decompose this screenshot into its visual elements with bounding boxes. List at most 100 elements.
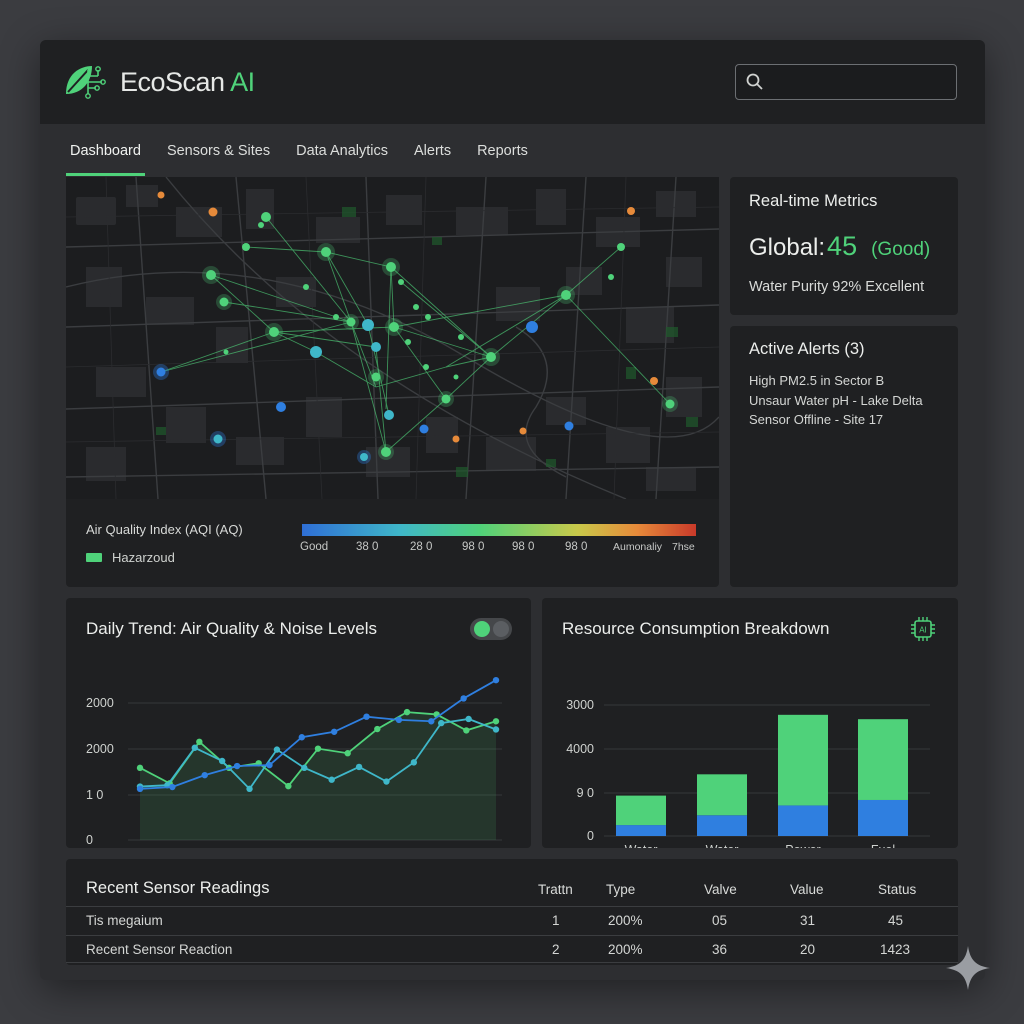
sparkle-icon[interactable] xyxy=(944,944,992,992)
scale-label: 38 0 xyxy=(356,541,379,553)
data-point xyxy=(314,745,322,752)
area-fill xyxy=(140,712,496,840)
data-point xyxy=(403,708,411,716)
bar-segment xyxy=(697,815,747,836)
y-tick-label: 2000 xyxy=(86,742,114,756)
column-header[interactable]: Type xyxy=(606,882,636,897)
search-icon xyxy=(746,73,764,96)
recent-readings-panel: Recent Sensor Readings Trattn Type Valve… xyxy=(66,859,958,965)
bar-segment xyxy=(616,795,666,826)
table-row[interactable]: Tis megaium 1 200% 05 31 45 xyxy=(66,906,958,934)
y-tick-label: 2000 xyxy=(86,696,114,710)
sensor-map[interactable] xyxy=(66,177,719,499)
data-point xyxy=(328,776,335,783)
svg-text:AI: AI xyxy=(919,626,927,635)
data-point xyxy=(266,761,273,769)
app-name: EcoScan AI xyxy=(120,66,255,97)
tab-reports[interactable]: Reports xyxy=(477,143,528,159)
data-point xyxy=(428,718,435,725)
map-panel: Air Quality Index (AQI (AQ) Hazarzoud Go… xyxy=(66,177,719,587)
x-tick-label: Power xyxy=(785,843,820,848)
data-point xyxy=(191,744,198,751)
table-cell: 1 xyxy=(552,913,560,928)
top-bar: EcoScan AI xyxy=(40,40,985,124)
scale-label: Good xyxy=(300,541,329,553)
table-cell: 200% xyxy=(608,942,643,957)
data-point xyxy=(438,719,445,727)
data-point xyxy=(492,718,500,725)
data-point xyxy=(492,676,500,684)
data-point xyxy=(196,738,203,746)
trend-toggle[interactable] xyxy=(470,618,512,640)
bar-segment xyxy=(778,805,828,836)
data-point xyxy=(410,759,418,766)
data-point xyxy=(298,734,306,741)
trend-chart-panel: Daily Trend: Air Quality & Noise Levels … xyxy=(66,598,531,848)
data-point xyxy=(463,727,470,734)
data-point xyxy=(355,763,363,771)
data-point xyxy=(218,757,226,765)
bar-segment xyxy=(616,825,666,836)
data-point xyxy=(169,783,176,791)
data-point xyxy=(330,728,338,735)
column-header[interactable]: Status xyxy=(878,882,917,897)
data-point xyxy=(460,695,467,702)
nav-tabs: Dashboard Sensors & Sites Data Analytics… xyxy=(66,140,550,176)
table-row[interactable]: Recent Sensor Reaction 2 200% 36 20 1423 xyxy=(66,935,958,963)
data-point xyxy=(301,764,308,772)
data-point xyxy=(344,750,351,757)
column-header[interactable]: Value xyxy=(790,882,824,897)
data-point xyxy=(363,713,370,720)
scale-label: 98 0 xyxy=(512,541,535,553)
global-aqi: Global: 45 (Good) xyxy=(749,231,930,262)
table-header: Trattn Type Valve Value Status xyxy=(66,882,958,902)
brand[interactable]: EcoScan AI xyxy=(64,62,255,102)
table-cell: 20 xyxy=(800,942,816,957)
legend-item: Hazarzoud xyxy=(86,550,175,565)
table-cell: 2 xyxy=(552,942,560,957)
toggle-knob-off xyxy=(493,621,509,637)
y-tick-label: 3000 xyxy=(566,698,594,712)
scale-label: 7hse xyxy=(672,541,695,553)
column-header[interactable]: Trattn xyxy=(538,882,573,897)
resource-chart-panel: Resource Consumption Breakdown AI 3000 40… xyxy=(542,598,958,848)
search-box[interactable] xyxy=(735,64,957,100)
scale-label: 98 0 xyxy=(462,541,485,553)
alert-item[interactable]: Sensor Offline - Site 17 xyxy=(749,412,884,427)
app-window: EcoScan AI Dashboard Sensors & Sites Dat… xyxy=(40,40,985,980)
y-tick-label: 1 0 xyxy=(86,788,103,802)
tab-data-analytics[interactable]: Data Analytics xyxy=(296,143,388,159)
aqi-scale-labels: Good 38 0 28 0 98 0 98 0 98 0 Aumonaliy … xyxy=(300,541,700,557)
bar-segment xyxy=(778,714,828,806)
tab-sensors-sites[interactable]: Sensors & Sites xyxy=(166,143,271,159)
table-cell: 45 xyxy=(888,913,904,928)
search-input[interactable] xyxy=(770,71,945,93)
alert-item[interactable]: Unsaur Water pH - Lake Delta xyxy=(749,392,923,408)
y-tick-label: 0 xyxy=(86,833,93,847)
toggle-knob-on xyxy=(474,621,490,637)
tab-alerts[interactable]: Alerts xyxy=(414,143,452,159)
legend-title: Air Quality Index (AQI (AQ) xyxy=(86,522,243,537)
global-status: (Good) xyxy=(871,239,931,260)
scale-label: 98 0 xyxy=(565,541,588,553)
alerts-title: Active Alerts (3) xyxy=(749,340,865,358)
data-point xyxy=(395,716,403,724)
bar-segment xyxy=(858,719,908,800)
x-tick-label: Water xyxy=(625,843,658,848)
table-cell: 1423 xyxy=(880,942,911,957)
y-tick-label: 4000 xyxy=(566,742,594,756)
global-value: 45 xyxy=(827,231,858,261)
ai-chip-icon[interactable]: AI xyxy=(910,616,936,642)
tab-dashboard[interactable]: Dashboard xyxy=(66,140,145,176)
aqi-color-scale xyxy=(302,524,696,536)
table-cell: 36 xyxy=(712,942,728,957)
table-cell: Recent Sensor Reaction xyxy=(86,942,233,957)
x-tick-label: Fuel xyxy=(871,843,895,848)
data-point xyxy=(492,726,500,733)
sensor-network-map[interactable] xyxy=(66,177,719,499)
alert-item[interactable]: High PM2.5 in Sector B xyxy=(749,373,885,388)
column-header[interactable]: Valve xyxy=(704,882,737,897)
data-point xyxy=(201,771,208,779)
data-point xyxy=(465,715,472,723)
